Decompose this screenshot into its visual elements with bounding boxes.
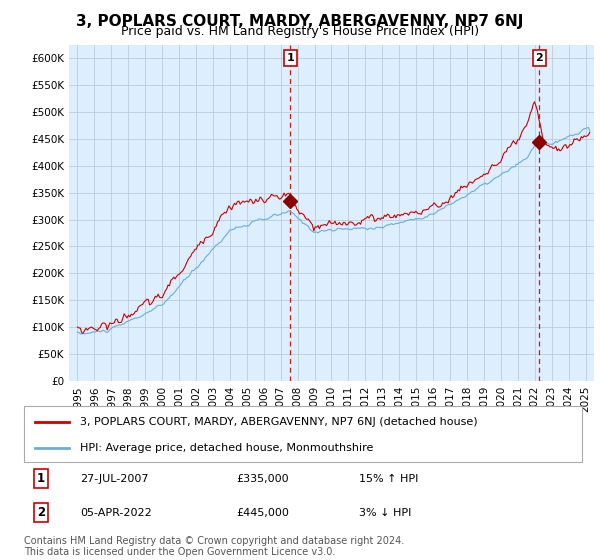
Text: Contains HM Land Registry data © Crown copyright and database right 2024.
This d: Contains HM Land Registry data © Crown c… <box>24 535 404 557</box>
Text: 2: 2 <box>535 53 543 63</box>
FancyBboxPatch shape <box>24 406 582 462</box>
Text: 2: 2 <box>37 506 45 519</box>
Text: 05-APR-2022: 05-APR-2022 <box>80 508 152 517</box>
Text: £335,000: £335,000 <box>236 474 289 484</box>
Text: 15% ↑ HPI: 15% ↑ HPI <box>359 474 418 484</box>
Text: 3, POPLARS COURT, MARDY, ABERGAVENNY, NP7 6NJ: 3, POPLARS COURT, MARDY, ABERGAVENNY, NP… <box>76 14 524 29</box>
Text: £445,000: £445,000 <box>236 508 289 517</box>
Text: 1: 1 <box>286 53 294 63</box>
Text: 3% ↓ HPI: 3% ↓ HPI <box>359 508 411 517</box>
Text: 1: 1 <box>37 472 45 485</box>
Text: HPI: Average price, detached house, Monmouthshire: HPI: Average price, detached house, Monm… <box>80 443 373 453</box>
Text: Price paid vs. HM Land Registry's House Price Index (HPI): Price paid vs. HM Land Registry's House … <box>121 25 479 38</box>
Text: 27-JUL-2007: 27-JUL-2007 <box>80 474 148 484</box>
Text: 3, POPLARS COURT, MARDY, ABERGAVENNY, NP7 6NJ (detached house): 3, POPLARS COURT, MARDY, ABERGAVENNY, NP… <box>80 417 478 427</box>
